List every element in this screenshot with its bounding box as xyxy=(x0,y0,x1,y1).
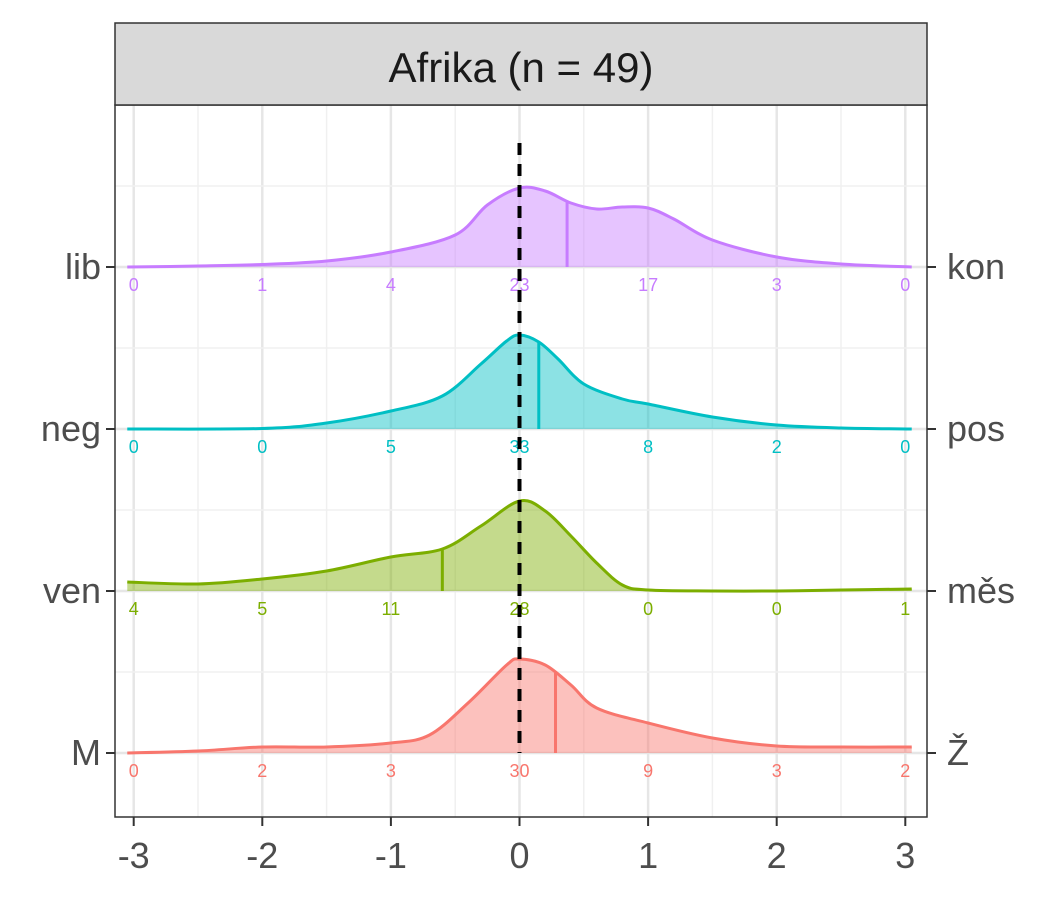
count-label: 8 xyxy=(643,437,653,457)
count-label: 5 xyxy=(386,437,396,457)
y-tick-label-left: M xyxy=(71,732,101,773)
count-label: 3 xyxy=(772,761,782,781)
count-label: 0 xyxy=(257,437,267,457)
count-label: 1 xyxy=(900,599,910,619)
count-label: 2 xyxy=(257,761,267,781)
count-label: 4 xyxy=(129,599,139,619)
x-tick-label: 1 xyxy=(638,835,658,876)
count-label: 0 xyxy=(129,761,139,781)
count-label: 0 xyxy=(900,275,910,295)
count-label: 0 xyxy=(129,437,139,457)
x-tick-label: 0 xyxy=(509,835,529,876)
x-tick-label: 3 xyxy=(895,835,915,876)
x-axis: -3 -2 -1 0 1 2 3 xyxy=(118,817,915,876)
density-line xyxy=(127,333,912,431)
y-axis-right: kon pos měs Ž xyxy=(927,246,1015,773)
y-tick-label-right: Ž xyxy=(947,732,969,773)
count-label: 3 xyxy=(386,761,396,781)
count-label: 2 xyxy=(772,437,782,457)
count-label: 17 xyxy=(638,275,658,295)
count-label: 0 xyxy=(643,599,653,619)
y-tick-label-left: neg xyxy=(41,408,101,449)
x-tick-label: -3 xyxy=(118,835,150,876)
y-tick-label-right: pos xyxy=(947,408,1005,449)
count-label: 0 xyxy=(772,599,782,619)
count-label: 23 xyxy=(509,275,529,295)
count-label: 3 xyxy=(772,275,782,295)
y-tick-label-left: lib xyxy=(65,246,101,287)
x-tick-label: -2 xyxy=(246,835,278,876)
count-label: 4 xyxy=(386,275,396,295)
count-label: 1 xyxy=(257,275,267,295)
count-label: 0 xyxy=(900,437,910,457)
density-line xyxy=(127,498,912,593)
count-label: 0 xyxy=(129,275,139,295)
y-tick-label-right: měs xyxy=(947,570,1015,611)
y-axis-left: lib neg ven M xyxy=(41,246,115,773)
density-area xyxy=(127,658,912,753)
y-tick-label-left: ven xyxy=(43,570,101,611)
density-line xyxy=(127,185,912,269)
count-label: 9 xyxy=(643,761,653,781)
y-tick-label-right: kon xyxy=(947,246,1005,287)
x-tick-label: 2 xyxy=(767,835,787,876)
x-tick-label: -1 xyxy=(375,835,407,876)
count-label: 2 xyxy=(900,761,910,781)
count-label: 11 xyxy=(382,599,401,619)
count-label: 5 xyxy=(257,599,267,619)
count-label: 30 xyxy=(509,761,529,781)
facet-strip xyxy=(114,22,928,106)
facet-title: Afrika (n = 49) xyxy=(389,44,654,91)
